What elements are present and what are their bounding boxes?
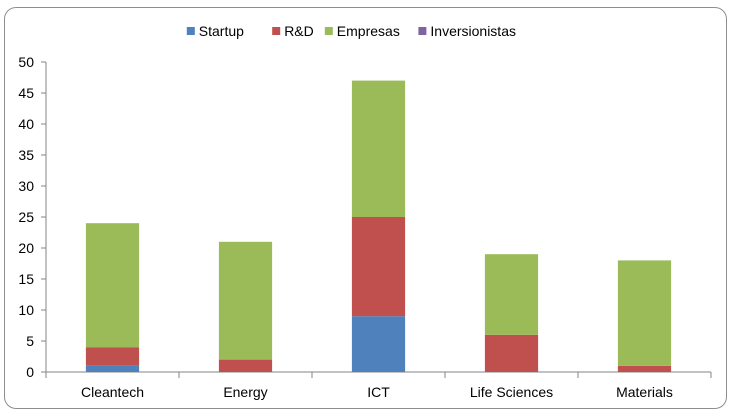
x-category-label-life-sciences: Life Sciences	[470, 384, 553, 400]
x-category-label-materials: Materials	[616, 384, 673, 400]
bar-energy-r-d	[218, 359, 273, 372]
y-tick-label: 5	[26, 333, 34, 349]
legend-label-empresas: Empresas	[337, 23, 400, 39]
legend-swatch-startup	[186, 27, 195, 35]
y-axis: 0 5 10 15 20 25 30 35 40 45 50	[18, 54, 47, 380]
legend-swatch-r-d	[272, 27, 281, 35]
legend-label-inversionistas: Inversionistas	[430, 23, 516, 39]
bar-ict-empresas	[351, 80, 406, 217]
y-tick-label: 10	[18, 302, 34, 318]
bar-cleantech-r-d	[85, 347, 140, 366]
y-tick-label: 50	[18, 54, 34, 70]
bar-life-sciences-r-d	[484, 334, 539, 372]
y-tick-label: 35	[18, 147, 34, 163]
bar-life-sciences-empresas	[484, 254, 539, 335]
legend-label-startup: Startup	[199, 23, 244, 39]
y-tick-label: 25	[18, 209, 34, 225]
bar-materials-empresas	[617, 260, 672, 366]
y-tick-label: 40	[18, 116, 34, 132]
bar-ict-r-d	[351, 217, 406, 317]
y-tick-label: 30	[18, 178, 34, 194]
legend-swatch-inversionistas	[418, 27, 427, 35]
bar-energy-empresas	[218, 241, 273, 360]
bar-ict-startup	[351, 316, 406, 372]
legend-label-r-d: R&D	[284, 23, 314, 39]
bar-materials-r-d	[617, 365, 672, 372]
x-category-label-ict: ICT	[367, 384, 390, 400]
x-category-label-energy: Energy	[223, 384, 267, 400]
x-category-label-cleantech: Cleantech	[81, 384, 144, 400]
x-axis: Cleantech Energy ICT Life Sciences Materials	[45, 371, 712, 400]
y-tick-label: 45	[18, 85, 34, 101]
legend: Startup R&D Empresas Inversionistas	[186, 23, 516, 39]
y-tick-label: 0	[26, 364, 34, 380]
legend-swatch-empresas	[324, 27, 333, 35]
bar-cleantech-empresas	[85, 223, 140, 348]
bars	[85, 80, 672, 372]
bar-cleantech-startup	[85, 365, 140, 372]
y-tick-label: 15	[18, 271, 34, 287]
y-tick-label: 20	[18, 240, 34, 256]
